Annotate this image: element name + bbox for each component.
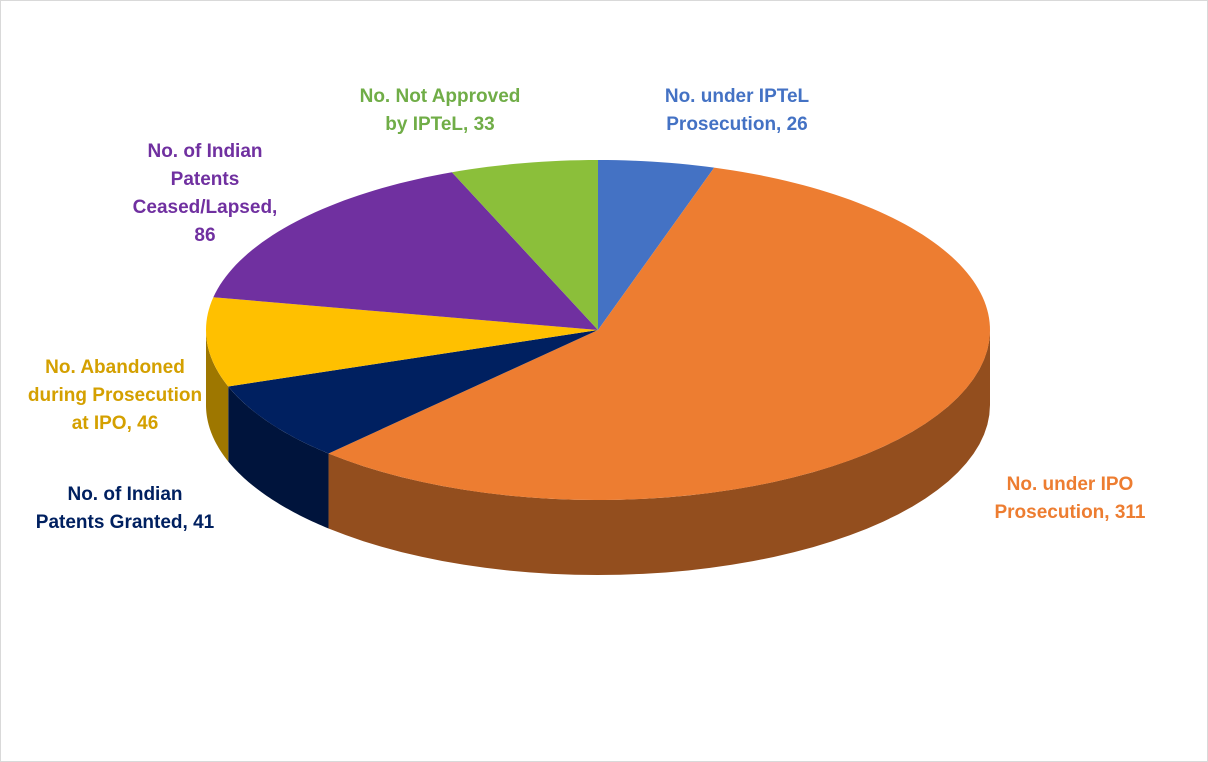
data-label: No. under IPO Prosecution, 311: [994, 474, 1145, 523]
data-labels: No. under IPTeL Prosecution, 26 No. under …: [28, 86, 1146, 533]
slice: [228, 330, 599, 454]
slice: [598, 160, 715, 330]
slice: [213, 172, 598, 330]
pie-tops: [206, 160, 990, 500]
slice: [451, 160, 598, 330]
slice-side: [228, 386, 329, 529]
pie-sides: [206, 330, 990, 575]
slice: [206, 297, 599, 387]
data-label: No. under IPTeL Prosecution, 26: [665, 86, 810, 135]
slice: [328, 167, 990, 500]
data-label: No. Not Approved by IPTeL, 33: [360, 86, 521, 135]
slice-side: [206, 330, 229, 462]
slice-side: [328, 330, 990, 575]
data-label: No. of Indian Patents Granted, 41: [36, 484, 215, 533]
data-label: No. of Indian Patents Ceased/Lapsed, 86: [133, 141, 278, 246]
data-label: No. Abandoned during Prosecution at IPO, 4…: [28, 357, 202, 434]
